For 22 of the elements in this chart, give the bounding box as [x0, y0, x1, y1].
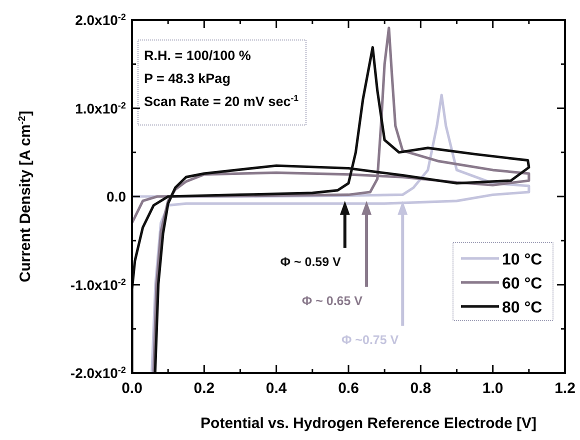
annotation: Φ ~ 0.59 V — [280, 254, 342, 269]
x-tick-label: 0.6 — [338, 380, 359, 397]
annotation: R.H. = 100/100 % — [144, 48, 251, 63]
legend-label: 60 °C — [502, 275, 543, 292]
legend-label: 80 °C — [502, 299, 543, 316]
annotation: Φ ~0.75 V — [341, 332, 400, 347]
x-tick-label: 1.2 — [554, 380, 576, 397]
y-tick-label: 0.0 — [106, 188, 126, 204]
annotation: Scan Rate = 20 mV sec$^{-1}$ — [144, 93, 299, 109]
x-tick-label: 0.8 — [410, 380, 432, 397]
y-tick-label: -2.0x10$^{-2}$ — [70, 365, 126, 381]
annotation: Φ ~ 0.65 V — [302, 294, 364, 308]
y-tick-label: 2.0x10$^{-2}$ — [75, 12, 126, 28]
x-tick-label: 0.0 — [122, 380, 142, 397]
y-tick-label: 1.0x10$^{-2}$ — [75, 100, 126, 116]
annotation: P = 48.3 kPag — [144, 71, 230, 86]
x-tick-label: 1.0 — [482, 380, 504, 397]
x-tick-label: 0.4 — [266, 380, 288, 397]
x-axis-title: Potential vs. Hydrogen Reference Electrode [V] — [200, 415, 536, 432]
legend-label: 10 °C — [502, 251, 543, 268]
x-tick-label: 0.2 — [194, 380, 215, 397]
y-tick-label: -1.0x10$^{-2}$ — [70, 276, 126, 293]
